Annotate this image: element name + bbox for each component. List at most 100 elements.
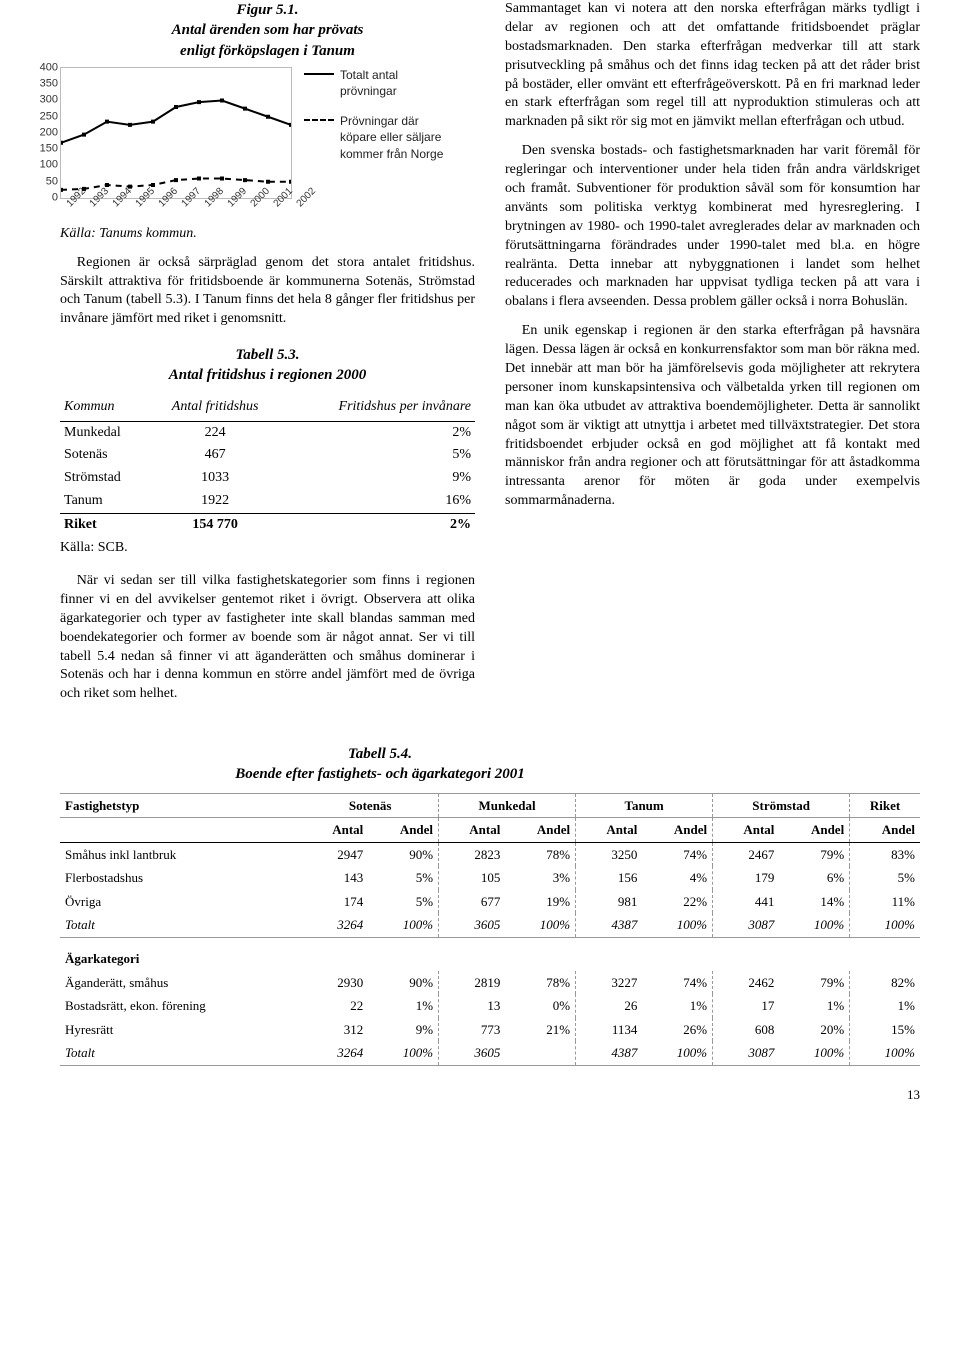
- page: Figur 5.1. Antal ärenden som har prövats…: [0, 0, 960, 1133]
- table-cell: 79%: [779, 971, 849, 995]
- table-cell: Strömstad: [60, 467, 150, 490]
- legend-mark-solid: [304, 73, 334, 75]
- left-para-2: När vi sedan ser till vilka fastighetska…: [60, 572, 475, 704]
- table-row: Strömstad10339%: [60, 467, 475, 490]
- table-cell: 3087: [713, 1041, 780, 1065]
- table53-h2: Fritidshus per invånare: [281, 394, 475, 421]
- right-para-1: Sammantaget kan vi notera att den norska…: [505, 0, 920, 132]
- figure-caption-line3: enligt förköpslagen i Tanum: [180, 43, 355, 59]
- table-cell: 2467: [713, 842, 780, 866]
- table-cell: 100%: [505, 913, 575, 937]
- table-cell: 2%: [281, 421, 475, 444]
- table-cell: 1%: [368, 994, 438, 1018]
- table-cell: 90%: [368, 842, 438, 866]
- table-cell: 100%: [850, 1041, 920, 1065]
- table-cell: Tanum: [60, 490, 150, 513]
- y-tick-label: 350: [40, 77, 61, 92]
- table-cell: 100%: [368, 913, 438, 937]
- table-row: Övriga1745%67719%98122%44114%11%: [60, 890, 920, 914]
- right-para-2: Den svenska bostads- och fastighetsmarkn…: [505, 142, 920, 312]
- table-cell: 5%: [850, 866, 920, 890]
- table54-grp-1: Sotenäs: [302, 793, 438, 818]
- table-cell: 26%: [642, 1018, 712, 1042]
- table-cell: 1%: [779, 994, 849, 1018]
- table-cell: 441: [713, 890, 780, 914]
- table-cell: 608: [713, 1018, 780, 1042]
- t54-sub-t-a: Antal: [576, 818, 643, 843]
- t54-sub-t-b: Andel: [642, 818, 712, 843]
- table-cell: 2819: [439, 971, 506, 995]
- table-cell: 773: [439, 1018, 506, 1042]
- figure-caption: Figur 5.1. Antal ärenden som har prövats…: [60, 0, 475, 61]
- table-cell: 14%: [779, 890, 849, 914]
- row-label: Småhus inkl lantbruk: [60, 842, 302, 866]
- y-tick-label: 0: [52, 190, 61, 205]
- table-cell: 22%: [642, 890, 712, 914]
- table-cell: 9%: [368, 1018, 438, 1042]
- table54-caption-line1: Tabell 5.4.: [348, 746, 412, 762]
- row-label: Bostadsrätt, ekon. förening: [60, 994, 302, 1018]
- table-cell: 74%: [642, 842, 712, 866]
- table-cell: 143: [302, 866, 368, 890]
- left-column: Figur 5.1. Antal ärenden som har prövats…: [60, 0, 475, 714]
- chart-area: 0501001502002503003504001992199319941995…: [60, 67, 475, 199]
- table-cell: 74%: [642, 971, 712, 995]
- table-cell: 312: [302, 1018, 368, 1042]
- table-row: Munkedal2242%: [60, 421, 475, 444]
- figure-source: Källa: Tanums kommun.: [60, 225, 475, 244]
- t54-sub-m-a: Antal: [439, 818, 506, 843]
- table-5-4: Fastighetstyp Sotenäs Munkedal Tanum Str…: [60, 793, 920, 1066]
- table-cell: 13: [439, 994, 506, 1018]
- table-cell: 156: [576, 866, 643, 890]
- table-cell: 1%: [642, 994, 712, 1018]
- table-cell: 174: [302, 890, 368, 914]
- table54-head-row1: Fastighetstyp Sotenäs Munkedal Tanum Str…: [60, 793, 920, 818]
- table54-caption-line2: Boende efter fastighets- och ägarkategor…: [235, 766, 525, 782]
- table53-caption-line2: Antal fritidshus i regionen 2000: [169, 367, 367, 383]
- right-para-3: En unik egenskap i regionen är den stark…: [505, 322, 920, 511]
- table-cell: 15%: [850, 1018, 920, 1042]
- table53-h1: Antal fritidshus: [150, 394, 281, 421]
- table-cell: 677: [439, 890, 506, 914]
- table-cell: Munkedal: [60, 421, 150, 444]
- table-cell: 179: [713, 866, 780, 890]
- table54-caption: Tabell 5.4. Boende efter fastighets- och…: [0, 744, 920, 785]
- table54-grp-4: Strömstad: [713, 793, 850, 818]
- table-cell: 19%: [505, 890, 575, 914]
- right-column: Sammantaget kan vi notera att den norska…: [505, 0, 920, 714]
- table-row: Tanum192216%: [60, 490, 475, 513]
- t54-sub-m-b: Andel: [505, 818, 575, 843]
- table-cell: 100%: [850, 913, 920, 937]
- table-row: Totalt3264100%36054387100%3087100%100%: [60, 1041, 920, 1065]
- t54-sub-riket: Andel: [850, 818, 920, 843]
- line-chart: 0501001502002503003504001992199319941995…: [60, 67, 292, 199]
- table-row: Totalt3264100%3605100%4387100%3087100%10…: [60, 913, 920, 937]
- table-cell: 90%: [368, 971, 438, 995]
- y-tick-label: 400: [40, 60, 61, 75]
- table-cell: 2930: [302, 971, 368, 995]
- table-cell: 2823: [439, 842, 506, 866]
- table53-h0: Kommun: [60, 394, 150, 421]
- table-cell: 100%: [642, 1041, 712, 1065]
- table-cell: 100%: [779, 913, 849, 937]
- table-cell: 82%: [850, 971, 920, 995]
- table-cell: 100%: [779, 1041, 849, 1065]
- table53-source: Källa: SCB.: [60, 539, 475, 558]
- table-cell: 100%: [368, 1041, 438, 1065]
- table-cell: 100%: [642, 913, 712, 937]
- legend-mark-dashed: [304, 119, 334, 121]
- y-tick-label: 100: [40, 158, 61, 173]
- y-tick-label: 200: [40, 125, 61, 140]
- t54-sub-st-b: Andel: [779, 818, 849, 843]
- table-cell: 78%: [505, 971, 575, 995]
- table-cell: 3264: [302, 913, 368, 937]
- table-cell: 105: [439, 866, 506, 890]
- table-cell: 1%: [850, 994, 920, 1018]
- row-label: Totalt: [60, 1041, 302, 1065]
- table-cell: 26: [576, 994, 643, 1018]
- table-cell: 1922: [150, 490, 281, 513]
- t54-sub-s-a: Antal: [302, 818, 368, 843]
- table54-head-row2: Antal Andel Antal Andel Antal Andel Anta…: [60, 818, 920, 843]
- table-row: Hyresrätt3129%77321%113426%60820%15%: [60, 1018, 920, 1042]
- table-cell: 2947: [302, 842, 368, 866]
